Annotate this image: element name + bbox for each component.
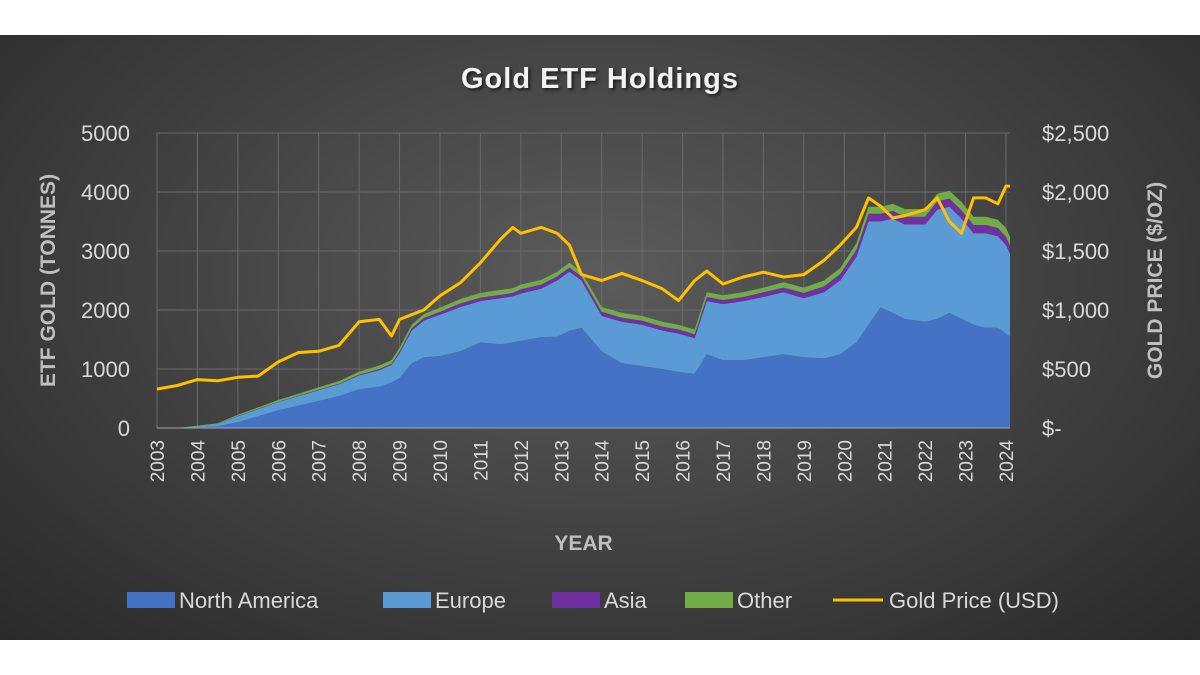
x-tick-label: 2023 [957, 440, 978, 482]
x-tick-label: 2006 [269, 440, 290, 482]
legend-swatch-other [685, 592, 733, 608]
y-axis-title: ETF GOLD (TONNES) [37, 174, 60, 387]
x-tick-label: 2018 [754, 440, 775, 482]
x-tick-label: 2024 [997, 440, 1018, 483]
y2-tick-label: $500 [1042, 357, 1091, 382]
area-other [157, 190, 1010, 428]
x-tick-label: 2016 [674, 440, 695, 482]
x-tick-label: 2015 [633, 440, 654, 482]
x-tick-label: 2011 [471, 440, 492, 481]
x-tick-label: 2020 [835, 440, 856, 482]
y-tick-label: 3000 [81, 239, 130, 264]
y2-tick-label: $1,000 [1042, 298, 1109, 323]
y-tick-label: 1000 [81, 357, 130, 382]
x-tick-label: 2013 [552, 440, 573, 482]
area-north-america [157, 307, 1010, 428]
y2-tick-label: $2,000 [1042, 180, 1109, 205]
x-tick-label: 2012 [512, 440, 533, 482]
x-tick-label: 2014 [593, 440, 614, 483]
x-tick-label: 2005 [229, 440, 250, 482]
legend-swatch-europe [383, 592, 431, 608]
legend-label-north-america: North America [179, 588, 319, 613]
y2-tick-label: $- [1042, 416, 1062, 441]
x-tick-label: 2017 [714, 440, 735, 482]
legend-swatch-asia [552, 592, 600, 608]
legend-label-europe: Europe [435, 588, 506, 613]
x-axis-title: YEAR [554, 532, 612, 555]
y-tick-label: 0 [118, 416, 130, 441]
x-tick-label: 2004 [188, 440, 209, 483]
chart-title: Gold ETF Holdings [461, 63, 739, 95]
x-tick-label: 2021 [876, 440, 897, 482]
x-tick-label: 2009 [391, 440, 412, 482]
x-tick-label: 2010 [431, 440, 452, 482]
area-asia [157, 198, 1010, 428]
chart-svg: 0 1000 2000 3000 4000 5000 $- $500 $1,000 $1,500 $… [37, 121, 1167, 613]
y2-tick-label: $2,500 [1042, 121, 1109, 146]
x-tick-label: 2008 [350, 440, 371, 482]
x-tick-label: 2022 [916, 440, 937, 482]
y2-tick-label: $1,500 [1042, 239, 1109, 264]
y-tick-label: 4000 [81, 180, 130, 205]
area-europe [157, 206, 1010, 428]
y-tick-label: 2000 [81, 298, 130, 323]
legend-label-other: Other [737, 588, 792, 613]
y-tick-label: 5000 [81, 121, 130, 146]
legend-label-gold-price-usd-: Gold Price (USD) [889, 588, 1059, 613]
line-gold-price [156, 184, 1010, 391]
chart-panel: Gold ETF Holdings 0 1000 2000 3000 4000 5000 $… [0, 35, 1200, 640]
x-tick-label: 2007 [310, 440, 331, 482]
x-tick-label: 2003 [148, 440, 169, 482]
x-tick-label: 2019 [795, 440, 816, 482]
legend-label-asia: Asia [604, 588, 648, 613]
y2-axis-title: GOLD PRICE ($/OZ) [1144, 182, 1167, 379]
legend-swatch-north-america [127, 592, 175, 608]
